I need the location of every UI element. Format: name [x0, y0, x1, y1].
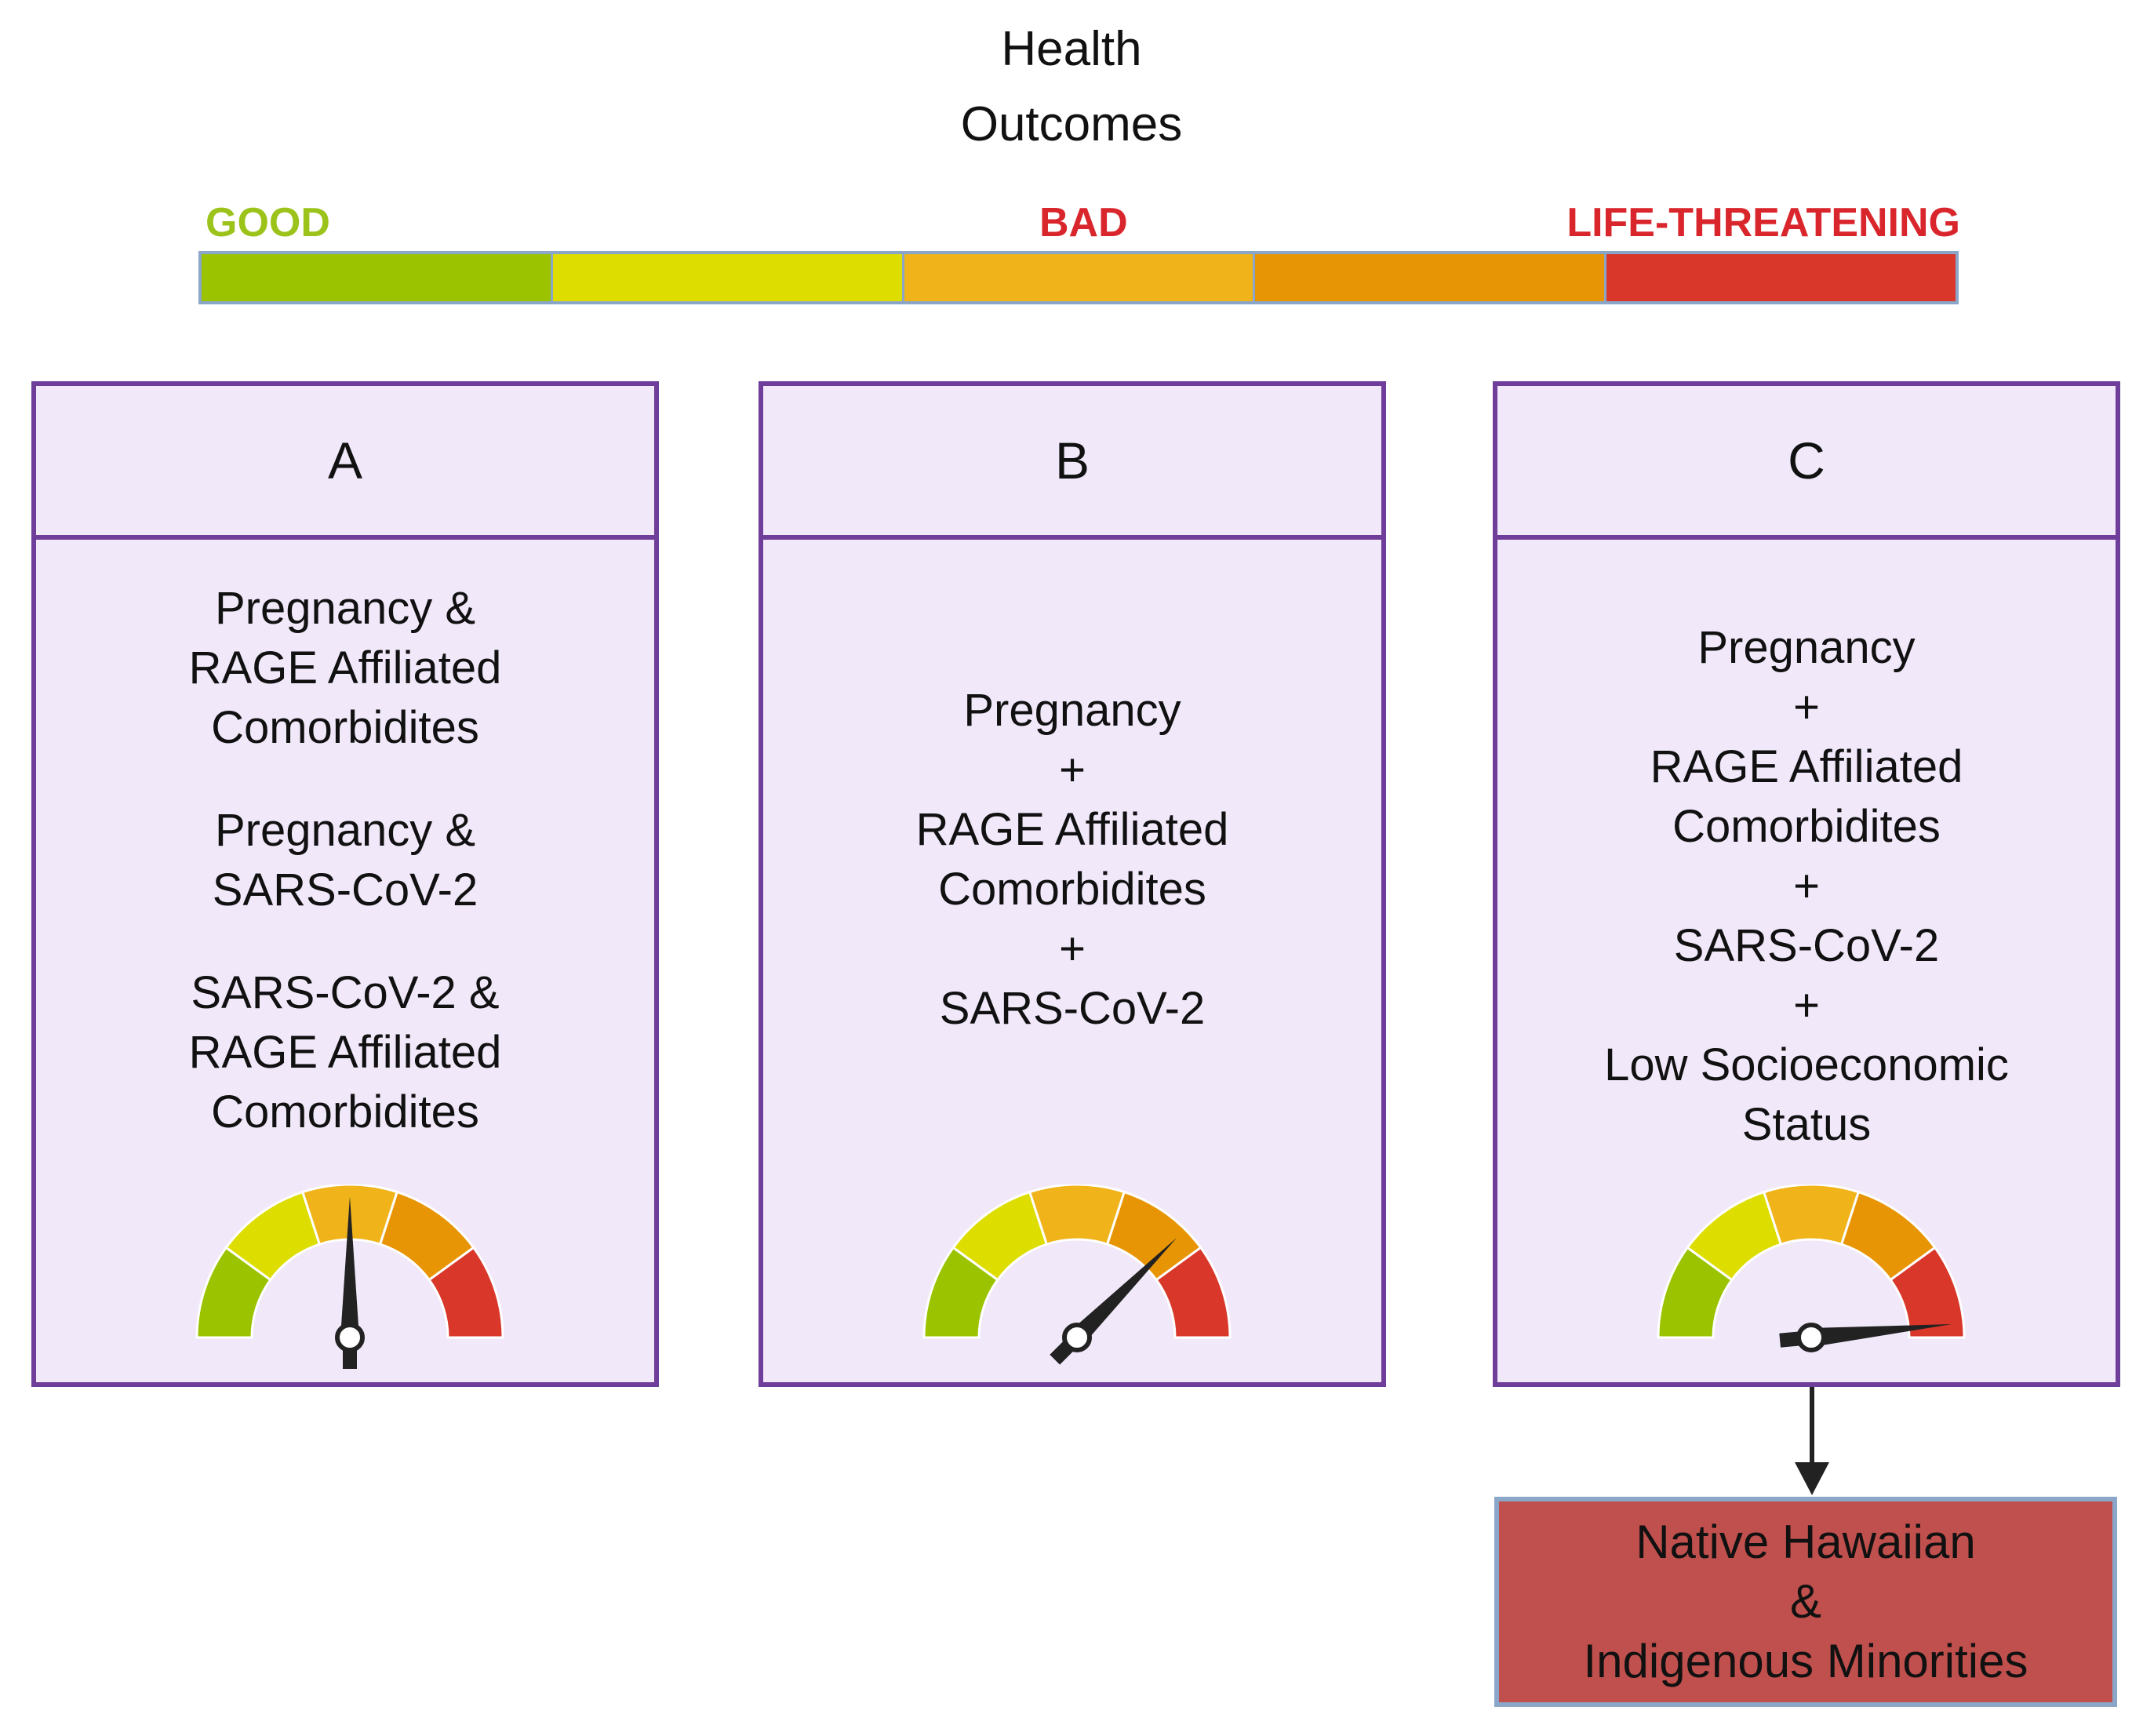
panel-a-body: Pregnancy & RAGE Affiliated Comorbidites Pr… [36, 540, 654, 1384]
result-line-2: & [1789, 1575, 1822, 1628]
gauge-needle [1070, 1237, 1177, 1345]
condition-line: SARS-CoV-2 [212, 864, 478, 915]
scale-label-good: GOOD [206, 200, 330, 246]
panel-b-body: Pregnancy + RAGE Affiliated Comorbidites + SA… [763, 540, 1381, 1384]
gauge-hub [335, 1323, 365, 1352]
gauge-hub [1796, 1323, 1826, 1352]
condition-line: RAGE Affiliated [915, 804, 1229, 855]
condition-group: Pregnancy & RAGE Affiliated Comorbidites [36, 579, 654, 758]
panel-b-header: B [763, 386, 1381, 540]
panel-a: A Pregnancy & RAGE Affiliated Comorbidites… [31, 381, 659, 1387]
gauge-hub [1062, 1323, 1092, 1352]
scale-label-life-threatening: LIFE-THREATENING [1566, 200, 1960, 246]
condition-line: Comorbidites [1672, 801, 1941, 852]
condition-line: + [1793, 980, 1820, 1031]
panel-c-items: Pregnancy + RAGE Affiliated Comorbidites + SA… [1497, 618, 2116, 1198]
condition-line: RAGE Affiliated [1650, 741, 1963, 792]
condition-line: Comorbidites [938, 864, 1206, 915]
condition-group: Pregnancy + RAGE Affiliated Comorbidites + SA… [1497, 618, 2116, 1155]
gauge-segment [1889, 1246, 1966, 1339]
condition-line: Comorbidites [211, 1086, 479, 1137]
condition-line: RAGE Affiliated [188, 1027, 502, 1078]
down-arrow-icon [1795, 1387, 1829, 1495]
panel-a-items: Pregnancy & RAGE Affiliated Comorbidites Pr… [36, 579, 654, 1185]
health-scale-bar [198, 251, 1959, 304]
scale-segment-2 [552, 254, 904, 301]
native-hawaiian-indigenous-box: Native Hawaiian & Indigenous Minorities [1494, 1497, 2117, 1707]
condition-line: Pregnancy [1697, 622, 1916, 673]
condition-line: + [1059, 923, 1086, 974]
panel-c: C Pregnancy + RAGE Affiliated Comorbidites +… [1493, 381, 2120, 1387]
scale-segment-4 [1255, 254, 1607, 301]
condition-line: + [1793, 682, 1820, 733]
condition-line: Comorbidites [211, 702, 479, 753]
condition-line: Low Socioeconomic [1604, 1039, 2009, 1090]
condition-line: Pregnancy & [214, 805, 476, 856]
scale-segment-3 [904, 254, 1256, 301]
condition-line: Status [1741, 1099, 1872, 1150]
panel-a-header: A [36, 386, 654, 540]
panel-c-body: Pregnancy + RAGE Affiliated Comorbidites + SA… [1497, 540, 2116, 1384]
condition-line: + [1793, 861, 1820, 912]
gauge-needle [340, 1196, 359, 1337]
condition-line: RAGE Affiliated [188, 642, 502, 693]
panel-c-header: C [1497, 386, 2116, 540]
gauge-segment [428, 1246, 504, 1339]
condition-line: SARS-CoV-2 [939, 983, 1206, 1034]
result-line-1: Native Hawaiian [1635, 1516, 1976, 1568]
scale-segment-1 [202, 254, 553, 301]
gauge-needle [1810, 1324, 1952, 1347]
condition-line: SARS-CoV-2 & [191, 967, 500, 1018]
condition-group: SARS-CoV-2 & RAGE Affiliated Comorbidites [36, 963, 654, 1142]
condition-line: SARS-CoV-2 [1673, 920, 1940, 971]
condition-line: Pregnancy [963, 685, 1181, 736]
title-line-2: Outcomes [960, 97, 1183, 151]
panel-b-items: Pregnancy + RAGE Affiliated Comorbidites + SA… [763, 681, 1381, 1082]
condition-line: + [1059, 744, 1086, 795]
severity-gauge-a-icon [195, 1185, 504, 1369]
condition-line: Pregnancy & [214, 583, 476, 634]
scale-label-bad: BAD [1039, 200, 1128, 246]
severity-gauge-b-icon [922, 1185, 1232, 1365]
scale-segment-5 [1606, 254, 1956, 301]
gauge-segment [1155, 1246, 1232, 1339]
title-line-1: Health [1001, 22, 1142, 76]
condition-group: Pregnancy + RAGE Affiliated Comorbidites + SA… [763, 681, 1381, 1039]
severity-gauge-c-icon [1657, 1185, 1966, 1352]
condition-group: Pregnancy & SARS-CoV-2 [36, 801, 654, 920]
panel-b: B Pregnancy + RAGE Affiliated Comorbidites +… [759, 381, 1386, 1387]
result-line-3: Indigenous Minorities [1583, 1635, 2028, 1687]
